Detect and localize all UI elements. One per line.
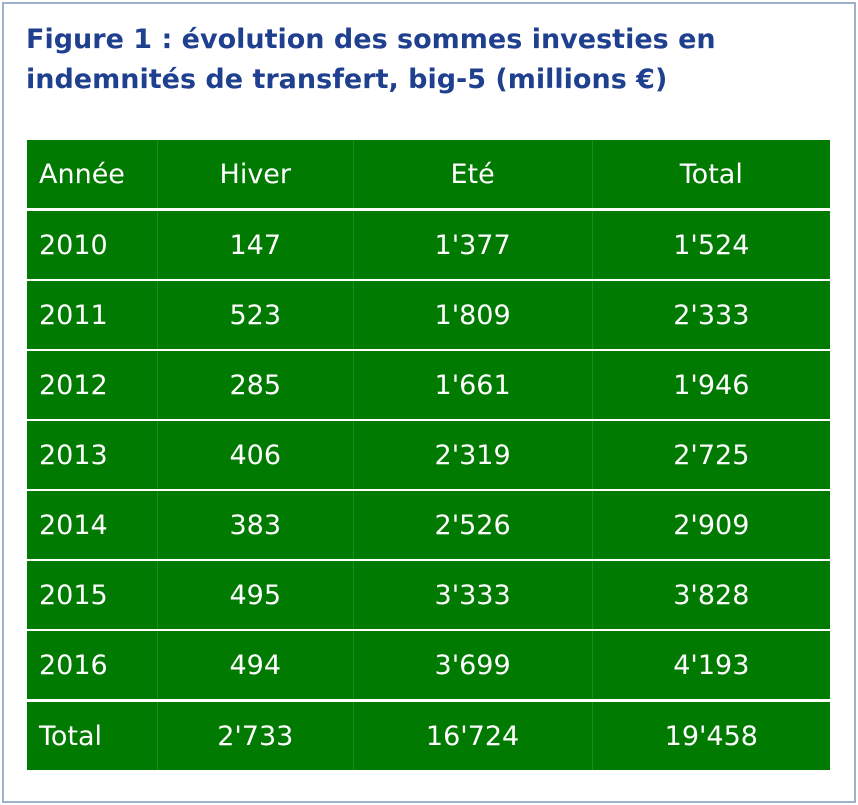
data-table: Année Hiver Eté Total 2010 147 1'377 1'524 2011 5… <box>27 140 830 770</box>
table-body: Année Hiver Eté Total 2010 147 1'377 1'524 2011 5… <box>27 140 830 770</box>
table-cell: 2011 <box>27 279 158 350</box>
table-cell: 494 <box>157 629 354 701</box>
table-cell: 2'909 <box>591 489 830 560</box>
table-cell: 1'524 <box>591 208 830 280</box>
total-cell: 16'724 <box>352 699 593 770</box>
table-cell: 2012 <box>27 349 158 420</box>
table-cell: 2'319 <box>352 419 593 490</box>
table-row: 2010 147 1'377 1'524 <box>27 208 830 280</box>
total-cell: 2'733 <box>157 699 354 770</box>
table-cell: 4'193 <box>591 629 830 701</box>
table-cell: 2014 <box>27 489 158 560</box>
title: Figure 1 : évolution des sommes investie… <box>26 24 716 95</box>
column-header: Hiver <box>157 140 354 211</box>
table-cell: 147 <box>157 208 354 280</box>
table-cell: 3'828 <box>591 559 830 630</box>
total-cell: 19'458 <box>591 699 830 770</box>
total-cell: Total <box>27 699 158 770</box>
table-row: 2014 383 2'526 2'909 <box>27 489 830 560</box>
table-cell: 1'377 <box>352 208 593 280</box>
table-row: 2016 494 3'699 4'193 <box>27 629 830 701</box>
table-cell: 1'946 <box>591 349 830 420</box>
total-row: Total 2'733 16'724 19'458 <box>27 699 830 770</box>
column-header: Total <box>591 140 830 211</box>
table-row: 2012 285 1'661 1'946 <box>27 349 830 420</box>
table-cell: 495 <box>157 559 354 630</box>
table-cell: 2'333 <box>591 279 830 350</box>
table-cell: 383 <box>157 489 354 560</box>
table-cell: 2016 <box>27 629 158 701</box>
table-row: 2015 495 3'333 3'828 <box>27 559 830 630</box>
table-cell: 2015 <box>27 559 158 630</box>
column-header: Année <box>27 140 158 211</box>
header-row: Année Hiver Eté Total <box>27 140 830 211</box>
table-cell: 2'526 <box>352 489 593 560</box>
table-row: 2013 406 2'319 2'725 <box>27 419 830 490</box>
table-cell: 2'725 <box>591 419 830 490</box>
table-cell: 406 <box>157 419 354 490</box>
table-cell: 3'699 <box>352 629 593 701</box>
table-cell: 285 <box>157 349 354 420</box>
table-cell: 2010 <box>27 208 158 280</box>
table-cell: 1'661 <box>352 349 593 420</box>
table-cell: 523 <box>157 279 354 350</box>
table-cell: 1'809 <box>352 279 593 350</box>
table-row: 2011 523 1'809 2'333 <box>27 279 830 350</box>
table-cell: 2013 <box>27 419 158 490</box>
table-cell: 3'333 <box>352 559 593 630</box>
column-header: Eté <box>352 140 593 211</box>
